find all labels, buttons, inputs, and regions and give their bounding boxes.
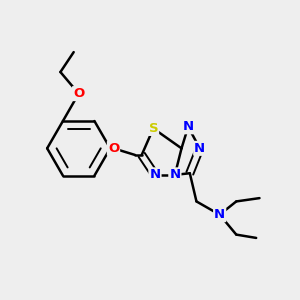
Text: N: N (183, 120, 194, 133)
Text: N: N (169, 168, 180, 182)
Text: O: O (73, 87, 84, 100)
Text: S: S (148, 122, 158, 135)
Text: N: N (149, 168, 161, 182)
Text: O: O (108, 142, 119, 155)
Text: N: N (194, 142, 205, 155)
Text: N: N (214, 208, 225, 221)
